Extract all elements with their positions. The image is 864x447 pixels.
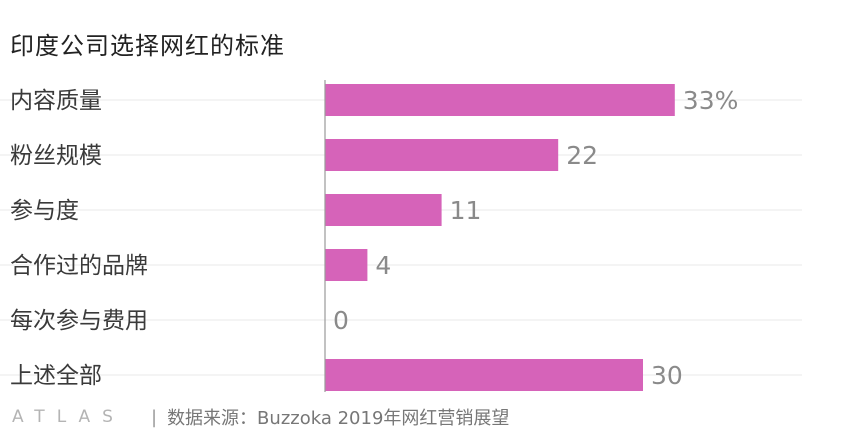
bar [325,84,675,116]
category-label: 参与度 [10,198,79,224]
bar [325,194,442,226]
value-label: 11 [450,196,482,225]
category-label: 合作过的品牌 [10,253,148,279]
value-label: 4 [375,251,391,280]
source-note: 数据来源：Buzzoka 2019年网红营销展望 [167,408,510,429]
atlas-logo: ATLAS [12,407,125,427]
category-label: 粉丝规模 [10,143,102,169]
category-label: 内容质量 [10,88,102,114]
value-label: 30 [651,361,683,390]
category-label: 上述全部 [10,363,102,389]
value-label: 0 [333,306,349,335]
bar [325,139,559,171]
category-label: 每次参与费用 [10,308,148,334]
chart-title: 印度公司选择网红的标准 [10,32,285,60]
value-label: 22 [566,141,598,170]
value-label: 33% [683,86,739,115]
bar [325,249,368,281]
footer-separator: | [150,406,158,428]
bar-chart: 内容质量 33% 粉丝规模 22 参与度 11 合作过的品牌 4 每次参与费用 0 上述全部 30 [0,80,802,392]
bar [325,359,643,391]
footer: ATLAS | 数据来源：Buzzoka 2019年网红营销展望 [12,404,509,430]
